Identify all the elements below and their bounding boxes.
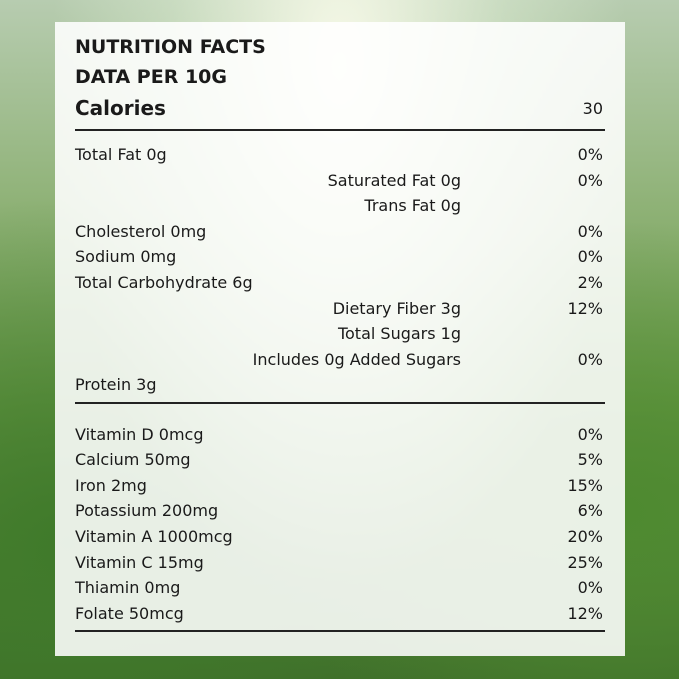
nutrient-label: Sodium 0mg	[75, 247, 177, 267]
daily-value: 15%	[567, 475, 603, 495]
daily-value: 6%	[577, 501, 603, 521]
divider	[75, 129, 605, 131]
label-panel	[55, 22, 625, 656]
daily-value: 2%	[577, 273, 603, 292]
nutrient-label: Cholesterol 0mg	[75, 221, 207, 241]
calories-label: Calories	[75, 96, 166, 120]
nutrient-label: Folate 50mcg	[75, 603, 184, 623]
daily-value: 0%	[577, 349, 603, 369]
nutrient-label: Iron 2mg	[75, 475, 147, 495]
daily-value: 20%	[567, 527, 603, 546]
calories-value: 30	[582, 99, 603, 118]
divider	[75, 402, 605, 404]
daily-value: 5%	[577, 450, 603, 470]
nutrient-label: Total Fat 0g	[75, 145, 167, 164]
daily-value: 0%	[577, 145, 603, 164]
daily-value: 0%	[577, 578, 603, 598]
nutrient-label: Protein 3g	[75, 375, 157, 395]
daily-value: 25%	[567, 552, 603, 572]
daily-value: 0%	[577, 221, 603, 241]
daily-value: 0%	[577, 170, 603, 190]
nutrient-label: Vitamin D 0mcg	[75, 424, 204, 444]
nutrient-label: Dietary Fiber 3g	[332, 298, 461, 318]
nutrient-label: Thiamin 0mg	[75, 578, 181, 598]
nutrient-label: Saturated Fat 0g	[327, 170, 461, 190]
nutrient-label: Vitamin A 1000mcg	[75, 527, 233, 546]
nutrient-label: Trans Fat 0g	[364, 196, 461, 216]
daily-value: 12%	[567, 298, 603, 318]
nutrient-label: Calcium 50mg	[75, 450, 191, 470]
title: NUTRITION FACTS	[75, 36, 266, 58]
divider	[75, 630, 605, 633]
daily-value: 12%	[567, 603, 603, 623]
nutrient-label: Total Carbohydrate 6g	[75, 273, 253, 292]
daily-value: 0%	[577, 247, 603, 267]
nutrient-label: Total Sugars 1g	[337, 324, 461, 344]
nutrient-label: Potassium 200mg	[75, 501, 219, 521]
daily-value: 0%	[577, 424, 603, 444]
nutrient-label: Includes 0g Added Sugars	[252, 349, 461, 369]
subtitle: DATA PER 10G	[75, 66, 227, 88]
nutrient-label: Vitamin C 15mg	[75, 552, 204, 572]
